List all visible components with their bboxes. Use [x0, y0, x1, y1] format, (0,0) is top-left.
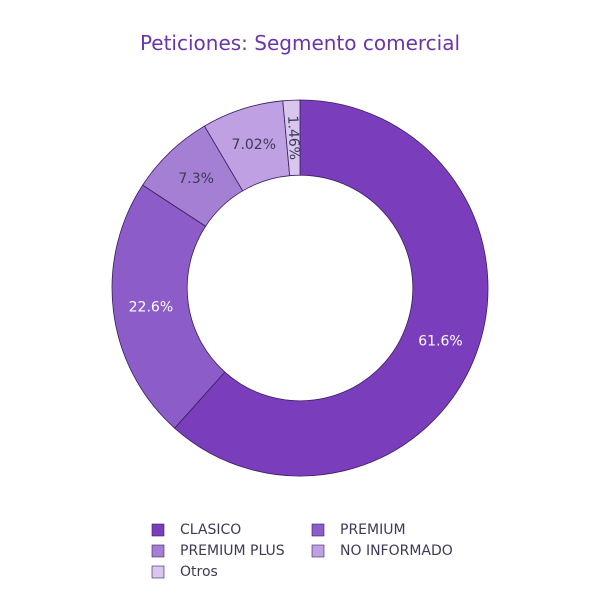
- slice-label-clasico: 61.6%: [418, 334, 462, 350]
- legend-label-premium[interactable]: PREMIUM: [340, 522, 406, 538]
- chart-title: Peticiones: Segmento comercial: [140, 31, 460, 55]
- slice-labels: 61.6% 22.6% 7.3% 7.02% 1.46%: [129, 115, 463, 349]
- legend-swatch-no-informado[interactable]: [311, 544, 325, 558]
- slice-premium[interactable]: [111, 184, 226, 429]
- legend-label-clasico[interactable]: CLASICO: [180, 522, 241, 538]
- legend-label-no-informado[interactable]: NO INFORMADO: [340, 543, 453, 559]
- legend-label-otros[interactable]: Otros: [180, 564, 218, 580]
- legend-label-premium-plus[interactable]: PREMIUM PLUS: [180, 543, 285, 559]
- donut-slices: [111, 99, 489, 477]
- legend-swatch-premium-plus[interactable]: [151, 544, 165, 558]
- slice-label-otros: 1.46%: [284, 115, 302, 160]
- legend: CLASICO PREMIUM PREMIUM PLUS NO INFORMADO Ot…: [151, 522, 453, 580]
- slice-label-premium: 22.6%: [129, 300, 173, 316]
- slice-label-premium-plus: 7.3%: [178, 171, 214, 187]
- legend-swatch-premium[interactable]: [311, 523, 325, 537]
- slice-otros[interactable]: [282, 99, 301, 177]
- legend-swatch-clasico[interactable]: [151, 523, 165, 537]
- legend-swatch-otros[interactable]: [151, 565, 165, 579]
- slice-label-no-informado: 7.02%: [232, 137, 276, 153]
- slice-clasico[interactable]: [174, 99, 489, 477]
